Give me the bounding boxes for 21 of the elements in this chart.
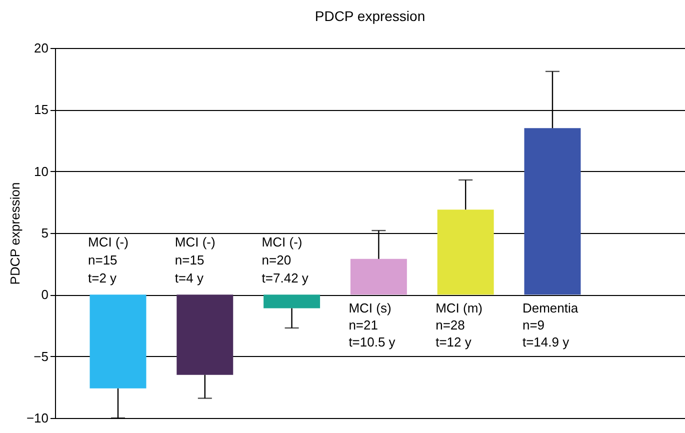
bar xyxy=(176,294,234,375)
y-tick-label: 20 xyxy=(34,40,48,56)
y-tick-label: −5 xyxy=(34,348,48,364)
bar xyxy=(524,128,581,295)
x-tick-label: MCI (m) n=28 t=12 y xyxy=(436,300,483,350)
x-tick-label: MCI (-) n=15 t=4 y xyxy=(174,234,216,286)
bar xyxy=(350,258,407,295)
y-axis-title: PDCP expression xyxy=(7,182,22,285)
x-tick-label: MCI (-) n=20 t=7.42 y xyxy=(262,234,309,286)
y-tick-label: 5 xyxy=(41,226,48,240)
chart-title: PDCP expression xyxy=(314,8,426,24)
y-tick-label: 10 xyxy=(34,164,48,179)
y-tick-label: 0 xyxy=(41,287,48,302)
y-tick-label: 15 xyxy=(34,102,48,118)
y-tick-label: −10 xyxy=(26,410,48,426)
bar xyxy=(437,210,494,295)
x-tick-label: MCI (-) n=15 t=2 y xyxy=(88,234,128,286)
bar xyxy=(264,294,320,308)
x-tick-label: MCI (s) n=21 t=10.5 y xyxy=(348,300,396,350)
x-tick-label: Dementia n=9 t=14.9 y xyxy=(522,300,579,350)
bar xyxy=(90,294,146,388)
